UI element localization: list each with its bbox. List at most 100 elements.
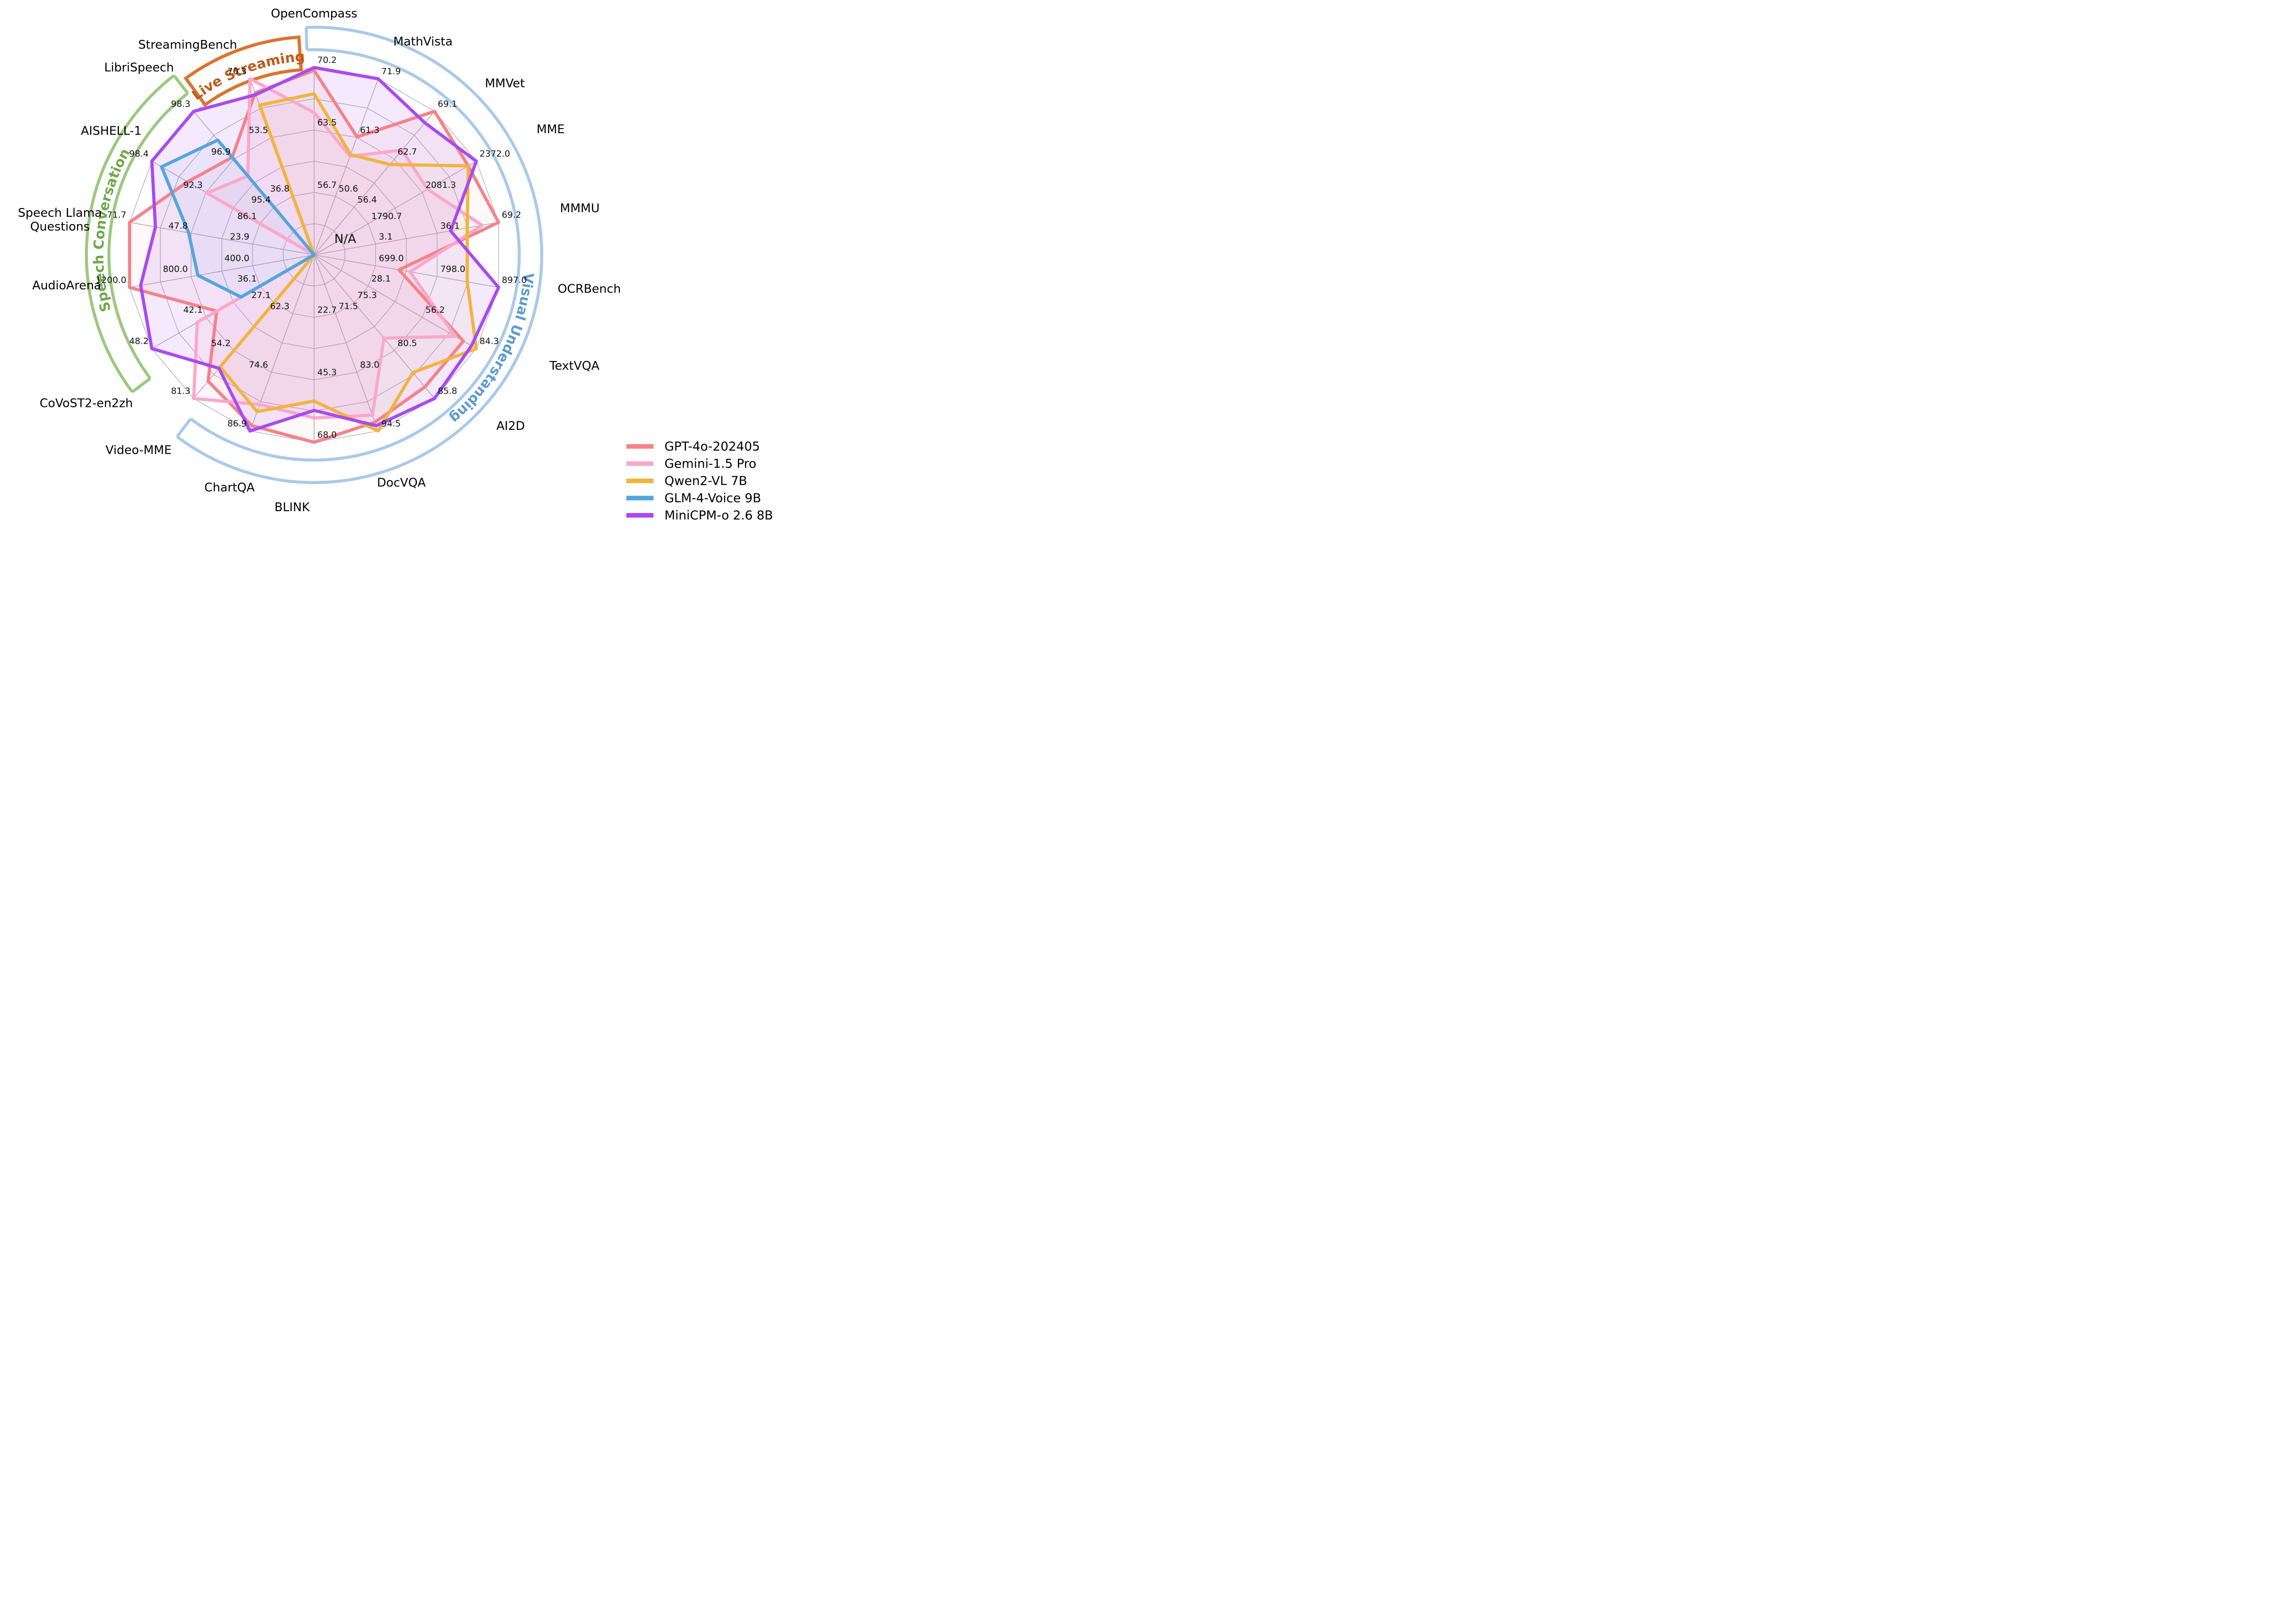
series-polygons [128,66,501,444]
band-arc-inner [190,48,521,462]
band-cap [304,27,309,50]
tick-MathVista: 50.6 [339,184,358,194]
tick-BLINK: 45.3 [317,367,337,378]
tick-AI2D: 75.3 [357,290,377,300]
legend-label: MiniCPM-o 2.6 8B [664,508,773,523]
axis-label-CoVoST2-en2zh: CoVoST2-en2zh [39,396,133,410]
axis-label-Speech Llama Questions: Speech Llama Questions [18,206,102,234]
tick-AI2D: 85.8 [438,386,457,396]
axis-labels: OpenCompass MathVista MMVet MME MMMU OCRBench… [18,7,621,514]
tick-Speech Llama Questions: 23.9 [230,231,249,242]
axis-label-ChartQA: ChartQA [204,481,255,495]
tick-BLINK: 68.0 [317,430,337,440]
axis-label-AI2D: AI2D [496,419,525,433]
tick-Video-MME: 81.3 [171,386,190,396]
tick-TextVQA: 28.1 [371,274,391,284]
band-cap [173,74,189,94]
tick-StreamingBench: 70.3 [227,67,247,77]
tick-Video-MME: 54.2 [211,338,231,348]
tick-AudioArena: 400.0 [225,254,249,264]
axis-label-LibriSpeech: LibriSpeech [104,61,174,74]
axis-label-MME: MME [536,123,564,136]
grid-spoke [314,79,379,255]
legend-item: GLM-4-Voice 9B [626,491,761,506]
tick-CoVoST2-en2zh: 36.1 [237,274,257,284]
tick-AISHELL-1: 98.4 [129,149,148,159]
grid-spoke [314,254,435,399]
grid-spoke [314,254,477,349]
axis-label-BLINK: BLINK [275,501,310,514]
tick-StreamingBench: 36.8 [270,184,289,194]
tick-OCRBench: 798.0 [440,264,465,274]
band-arc-outer [176,26,543,484]
tick-StreamingBench: 53.5 [249,125,268,135]
tick-DocVQA: 94.5 [382,418,401,428]
tick-MathVista: 71.9 [382,67,401,77]
series-line-Qwen2-VL 7B [218,92,478,433]
grid-spoke [314,254,379,431]
legend-item: MiniCPM-o 2.6 8B [626,508,773,523]
axis-label-AISHELL-1: AISHELL-1 [81,124,141,138]
tick-LibriSpeech: 98.3 [171,99,190,109]
tick-AISHELL-1: 86.1 [237,211,257,221]
tick-TextVQA: 84.3 [479,336,499,346]
axis-label-MMMU: MMMU [560,202,599,215]
tick-MMMU: 3.1 [379,231,393,242]
grid-spoke [314,161,477,255]
tick-TextVQA: 56.2 [426,305,445,315]
series-line-MiniCPM-o 2.6 8B [139,66,501,433]
axis-label-MathVista: MathVista [394,35,453,49]
axis-label-TextVQA: TextVQA [549,359,600,373]
tick-MMMU: 36.1 [440,221,460,231]
tick-AudioArena: 1200.0 [96,275,126,285]
legend-label: GPT-4o-202405 [664,440,760,454]
tick-MMVet: 62.7 [398,147,417,157]
center-na-label: N/A [334,232,356,246]
tick-MMMU: 69.2 [502,210,521,220]
legend-label: GLM-4-Voice 9B [664,491,761,506]
tick-CoVoST2-en2zh: 42.1 [183,305,203,315]
tick-OpenCompass: 63.5 [317,118,337,128]
band-cap [131,377,152,393]
tick-BLINK: 22.7 [317,305,337,315]
band-arc-inner [107,92,189,379]
tick-AI2D: 80.5 [398,338,417,348]
axis-label-Video-MME: Video-MME [106,444,172,457]
tick-ChartQA: 62.3 [270,301,289,311]
tick-Speech Llama Questions: 47.8 [169,221,188,231]
tick-MathVista: 61.3 [360,125,379,135]
tick-MME: 2372.0 [479,149,510,159]
legend-label: Qwen2-VL 7B [664,474,747,488]
tick-OpenCompass: 70.2 [317,55,337,65]
axis-label-OCRBench: OCRBench [557,282,621,296]
grid-spoke [129,254,315,288]
legend-item: Qwen2-VL 7B [626,474,747,488]
band-cap [176,417,192,438]
tick-DocVQA: 71.5 [339,301,358,311]
grid-spoke [249,254,315,431]
tick-labels: 70.2 63.5 56.7 71.9 61.3 50.6 69.1 62.7 56.4 2372… [96,55,527,440]
tick-OCRBench: 699.0 [379,254,404,264]
axis-label-StreamingBench: StreamingBench [138,38,237,52]
grid-spoke [314,111,435,255]
tick-MMVet: 69.1 [438,99,457,109]
legend-label: Gemini-1.5 Pro [664,457,756,471]
series-line-GLM-4-Voice 9B [160,138,316,299]
tick-ChartQA: 86.9 [227,418,247,428]
radar-figure: Visual Understanding Speech Conversation L… [0,0,781,534]
tick-ChartQA: 74.6 [249,360,268,370]
series-fill-Qwen2-VL 7B [220,94,477,431]
axis-label-AudioArena: AudioArena [32,279,101,293]
tick-MMVet: 56.4 [357,195,377,205]
axis-label-OpenCompass: OpenCompass [271,7,357,21]
tick-OCRBench: 897.0 [502,275,527,285]
tick-LibriSpeech: 96.9 [211,147,231,157]
legend-item: GPT-4o-202405 [626,440,760,454]
tick-MME: 1790.7 [371,211,402,221]
tick-AISHELL-1: 92.3 [183,180,203,190]
tick-Video-MME: 27.1 [251,290,270,300]
series-fill-GLM-4-Voice 9B [161,140,314,297]
tick-AudioArena: 800.0 [163,264,188,274]
legend: GPT-4o-202405 Gemini-1.5 Pro Qwen2-VL 7B GL… [626,440,773,523]
